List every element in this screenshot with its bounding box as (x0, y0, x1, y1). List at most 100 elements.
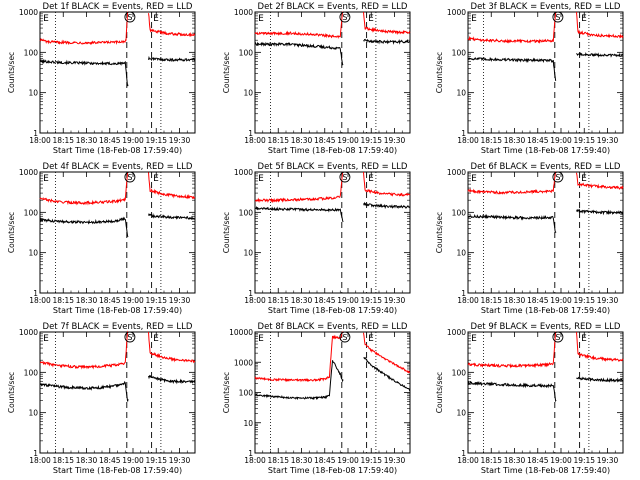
x-tick-label: 19:15 (360, 456, 382, 465)
eclipse-marker: E (153, 174, 159, 184)
x-tick-label: 19:00 (337, 296, 359, 305)
x-tick-label: 18:30 (291, 456, 313, 465)
x-tick-label: 18:00 (457, 296, 479, 305)
saa-marker-circle (339, 331, 351, 343)
x-tick-label: 19:15 (145, 456, 167, 465)
events-series-line (254, 206, 344, 223)
y-tick-label: 10 (243, 249, 253, 258)
y-axis-title: Counts/sec (222, 212, 231, 253)
x-tick-label: 18:15 (52, 456, 74, 465)
x-tick-label: 19:15 (145, 136, 167, 145)
x-axis-title: Start Time (18-Feb-08 17:59:40) (481, 146, 610, 155)
chart-panel: Det 8f BLACK = Events, RED = LLD 1 10 100 10… (222, 322, 411, 475)
events-series-line (363, 201, 411, 210)
chart-title: Det 5f BLACK = Events, RED = LLD (258, 162, 408, 172)
y-axis-title: Counts/sec (222, 372, 231, 413)
saa-marker: S (555, 13, 560, 22)
y-tick-label: 1 (248, 449, 253, 458)
y-tick-label: 1000 (19, 8, 38, 17)
events-series-line (467, 380, 557, 403)
y-tick-label: 1 (461, 129, 466, 138)
saa-marker-circle (339, 171, 351, 183)
chart-title: Det 6f BLACK = Events, RED = LLD (471, 162, 621, 172)
x-tick-label: 18:15 (52, 296, 74, 305)
lld-series-line (39, 330, 129, 370)
y-tick-label: 10 (243, 419, 253, 428)
x-tick-label: 18:45 (314, 296, 336, 305)
y-tick-label: 10000 (229, 328, 253, 337)
plot-frame (39, 331, 196, 454)
y-tick-label: 100 (452, 368, 467, 377)
x-tick-label: 18:00 (29, 296, 51, 305)
y-tick-label: 100 (452, 48, 467, 57)
events-series-line (39, 380, 129, 402)
x-tick-label: 19:30 (597, 456, 619, 465)
x-tick-label: 19:30 (597, 136, 619, 145)
x-tick-label: 18:30 (76, 136, 98, 145)
y-tick-label: 10 (28, 249, 38, 258)
x-tick-label: 18:30 (504, 296, 526, 305)
x-tick-label: 19:30 (384, 296, 406, 305)
y-axis-title: Counts/sec (435, 52, 444, 93)
x-axis-title: Start Time (18-Feb-08 17:59:40) (268, 466, 397, 475)
saa-marker-circle (552, 171, 564, 183)
saa-marker-circle (552, 331, 564, 343)
x-tick-label: 18:45 (314, 456, 336, 465)
x-tick-label: 19:15 (573, 296, 595, 305)
x-tick-label: 18:30 (76, 456, 98, 465)
x-tick-label: 19:30 (597, 296, 619, 305)
chart-title: Det 1f BLACK = Events, RED = LLD (43, 2, 193, 12)
lld-series-line (39, 171, 129, 206)
x-tick-label: 18:45 (527, 456, 549, 465)
y-axis-title: Counts/sec (7, 212, 16, 253)
x-tick-label: 18:45 (314, 136, 336, 145)
x-tick-label: 19:15 (145, 296, 167, 305)
chart-title: Det 9f BLACK = Events, RED = LLD (471, 322, 621, 332)
x-tick-label: 19:30 (169, 456, 191, 465)
x-tick-label: 18:15 (480, 136, 502, 145)
chart-title: Det 4f BLACK = Events, RED = LLD (43, 162, 193, 172)
y-tick-label: 10 (28, 409, 38, 418)
y-tick-label: 1000 (447, 8, 466, 17)
x-tick-label: 18:45 (527, 296, 549, 305)
y-tick-label: 1000 (234, 168, 253, 177)
plot-frame (254, 171, 411, 294)
y-tick-label: 1 (248, 129, 253, 138)
lld-series-line (467, 331, 557, 369)
x-tick-label: 18:00 (457, 456, 479, 465)
saa-marker: S (127, 333, 132, 342)
eclipse-marker: E (471, 174, 477, 184)
x-tick-label: 19:30 (169, 136, 191, 145)
events-series-line (576, 208, 624, 216)
saa-marker-circle (124, 171, 136, 183)
x-tick-label: 18:30 (291, 296, 313, 305)
plot-frame (254, 11, 411, 134)
y-tick-label: 1000 (19, 328, 38, 337)
lld-series-line (467, 11, 557, 44)
y-tick-label: 100 (239, 389, 254, 398)
y-tick-label: 10 (243, 89, 253, 98)
saa-marker: S (127, 13, 132, 22)
y-axis-title: Counts/sec (222, 52, 231, 93)
y-tick-label: 100 (239, 208, 254, 217)
events-series-line (467, 213, 557, 234)
eclipse-marker: E (368, 14, 374, 24)
plot-frame (467, 331, 624, 454)
plot-frame (254, 331, 411, 454)
x-tick-label: 19:00 (337, 136, 359, 145)
chart-title: Det 7f BLACK = Events, RED = LLD (43, 322, 193, 332)
chart-panel: Det 7f BLACK = Events, RED = LLD 1 10 100 10… (7, 322, 196, 475)
events-series-line (148, 55, 196, 63)
eclipse-marker: E (153, 14, 159, 24)
chart-panel: Det 5f BLACK = Events, RED = LLD 1 10 100 10… (222, 162, 411, 315)
lld-series-line (363, 171, 411, 197)
x-axis-title: Start Time (18-Feb-08 17:59:40) (481, 466, 610, 475)
eclipse-marker: E (471, 334, 477, 344)
x-tick-label: 19:00 (550, 456, 572, 465)
events-series-line (254, 360, 344, 401)
x-tick-label: 18:15 (480, 296, 502, 305)
eclipse-marker: E (43, 334, 49, 344)
chart-title: Det 3f BLACK = Events, RED = LLD (471, 2, 621, 12)
x-axis-title: Start Time (18-Feb-08 17:59:40) (53, 146, 182, 155)
x-tick-label: 19:00 (550, 136, 572, 145)
